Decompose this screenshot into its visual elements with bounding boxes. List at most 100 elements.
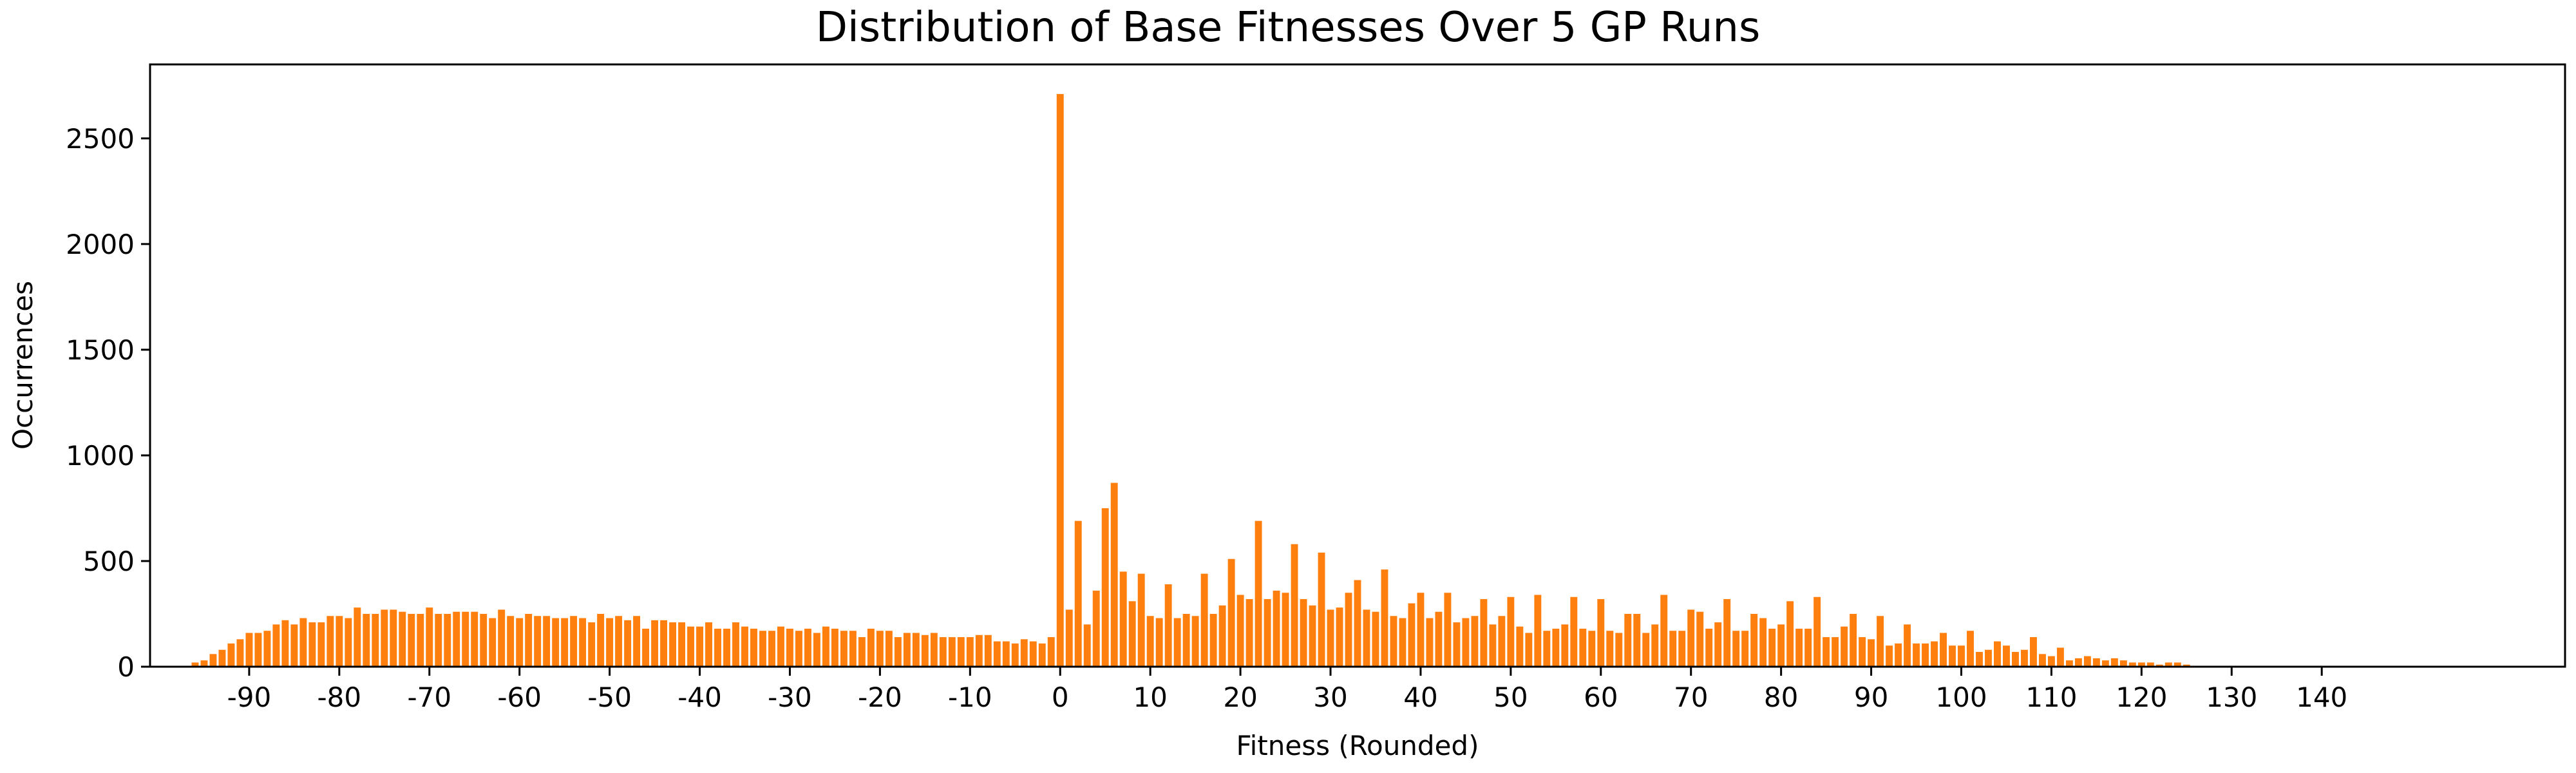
bar	[444, 613, 451, 667]
bar	[2056, 647, 2064, 667]
bar	[1904, 624, 1911, 667]
bar	[1245, 599, 1253, 667]
x-tick-label: 130	[2206, 682, 2257, 713]
bar	[1886, 645, 1893, 667]
bar	[1597, 599, 1605, 667]
x-tick-label: -90	[227, 682, 272, 713]
bar	[263, 631, 271, 667]
bar	[939, 637, 947, 667]
bar	[408, 613, 415, 667]
bar	[1723, 599, 1731, 667]
y-tick-label: 1500	[66, 334, 135, 366]
bar	[1913, 643, 1920, 667]
bar	[2164, 662, 2172, 667]
bar	[1345, 593, 1352, 667]
bar	[561, 618, 569, 667]
x-axis-label: Fitness (Rounded)	[1236, 730, 1479, 761]
bar	[633, 616, 641, 667]
x-tick-label: 120	[2116, 682, 2167, 713]
bar	[1705, 628, 1713, 667]
bar	[1615, 633, 1623, 667]
bar	[831, 628, 838, 667]
bar	[1029, 641, 1037, 667]
bar	[966, 637, 974, 667]
bar	[1381, 569, 1388, 667]
bar	[2146, 662, 2154, 667]
bar	[1417, 593, 1425, 667]
bar	[2101, 660, 2109, 667]
x-tick-label: -10	[948, 682, 992, 713]
x-tick-label: -70	[407, 682, 451, 713]
bar	[471, 611, 478, 667]
bar	[345, 618, 352, 667]
bar	[2092, 658, 2100, 667]
bar	[200, 660, 208, 667]
x-tick-label: 110	[2025, 682, 2077, 713]
y-tick-label: 2500	[66, 123, 135, 155]
bar	[588, 622, 596, 667]
bar	[1804, 628, 1812, 667]
bar	[543, 616, 551, 667]
bar	[1651, 624, 1659, 667]
bar	[2074, 658, 2082, 667]
bar	[516, 618, 524, 667]
bar	[1624, 613, 1632, 667]
bar	[894, 637, 902, 667]
bar	[1976, 652, 1983, 667]
x-tick-label: 140	[2296, 682, 2347, 713]
bar	[2038, 654, 2046, 667]
bar	[1255, 520, 1262, 667]
bar	[624, 620, 632, 667]
bar	[813, 633, 820, 667]
bar	[1895, 643, 1902, 667]
bar	[354, 607, 361, 667]
bar	[1056, 93, 1064, 667]
bar	[1453, 622, 1461, 667]
bar	[1092, 590, 1100, 667]
x-tick-label: 0	[1052, 682, 1069, 713]
bar	[1110, 482, 1118, 667]
x-tick-label: -40	[677, 682, 722, 713]
bar	[1696, 611, 1704, 667]
bar	[903, 633, 911, 667]
bar	[308, 622, 316, 667]
bar	[399, 611, 406, 667]
bar	[1300, 599, 1307, 667]
bar	[1832, 637, 1839, 667]
bar	[1137, 573, 1145, 667]
bar	[336, 616, 343, 667]
bar	[489, 618, 497, 667]
bar	[1426, 618, 1434, 667]
bar	[723, 628, 730, 667]
bar	[579, 618, 587, 667]
bar	[1309, 605, 1316, 667]
bar	[1354, 580, 1361, 667]
bar	[236, 639, 244, 667]
bar	[1570, 596, 1578, 667]
bar	[1227, 558, 1235, 667]
bar	[1750, 613, 1758, 667]
bar	[1823, 637, 1830, 667]
bar	[642, 628, 650, 667]
bar	[1435, 611, 1443, 667]
bar	[390, 609, 397, 667]
bar	[912, 633, 920, 667]
bar	[290, 624, 298, 667]
bar	[2174, 662, 2181, 667]
bar	[993, 641, 1001, 667]
bar	[615, 616, 623, 667]
bar	[1236, 595, 1244, 667]
bar	[1480, 599, 1488, 667]
bar	[669, 622, 677, 667]
bar	[1083, 624, 1091, 667]
bar	[2119, 660, 2127, 667]
bar	[1786, 601, 1794, 667]
bar	[1390, 616, 1397, 667]
bar	[750, 628, 757, 667]
bar	[1841, 626, 1848, 667]
bar	[1146, 616, 1154, 667]
bar	[984, 635, 992, 667]
bar	[1498, 616, 1506, 667]
x-axis-ticks: -90 -80 -70 -60 -50 -40 -30 -20 -10 0 10 20 30 40 50 60…	[227, 667, 2347, 713]
bar	[930, 633, 938, 667]
